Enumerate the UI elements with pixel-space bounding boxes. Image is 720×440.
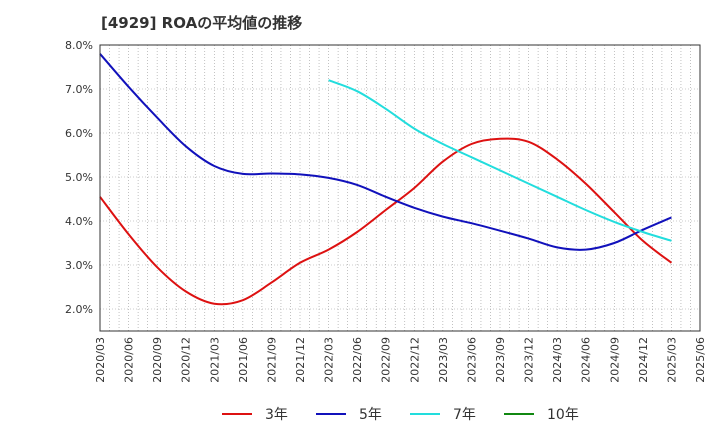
y-tick-label: 2.0% xyxy=(65,303,93,316)
x-axis-ticks: 2020/03 2020/06 2020/09 2020/12 2021/03 2021/… xyxy=(94,337,707,383)
x-tick-label: 2020/12 xyxy=(180,337,193,383)
x-tick-label: 2021/03 xyxy=(208,337,221,383)
x-tick-label: 2020/03 xyxy=(94,337,107,383)
x-tick-label: 2022/06 xyxy=(351,337,364,383)
legend-label: 7年 xyxy=(453,407,476,423)
x-tick-label: 2024/12 xyxy=(637,337,650,383)
x-tick-label: 2023/09 xyxy=(494,337,507,383)
x-tick-label: 2021/06 xyxy=(237,337,250,383)
y-tick-label: 8.0% xyxy=(65,39,93,52)
x-tick-label: 2022/09 xyxy=(380,337,393,383)
legend-label: 3年 xyxy=(265,407,288,423)
legend: 3年 5年 7年 10年 xyxy=(222,407,579,423)
legend-label: 5年 xyxy=(359,407,382,423)
x-tick-label: 2025/03 xyxy=(665,337,678,383)
x-tick-label: 2024/03 xyxy=(551,337,564,383)
x-tick-label: 2023/12 xyxy=(523,337,536,383)
y-tick-label: 6.0% xyxy=(65,127,93,140)
x-tick-label: 2022/03 xyxy=(323,337,336,383)
series-lines xyxy=(99,53,673,306)
y-tick-label: 4.0% xyxy=(65,215,93,228)
x-tick-label: 2023/06 xyxy=(465,337,478,383)
y-tick-label: 3.0% xyxy=(65,259,93,272)
plot-area-frame xyxy=(99,44,701,332)
y-tick-label: 7.0% xyxy=(65,83,93,96)
x-tick-label: 2021/09 xyxy=(265,337,278,383)
series-line-3年 xyxy=(99,137,673,306)
x-tick-label: 2024/09 xyxy=(608,337,621,383)
x-tick-label: 2020/06 xyxy=(123,337,136,383)
x-tick-label: 2020/09 xyxy=(151,337,164,383)
y-tick-label: 5.0% xyxy=(65,171,93,184)
series-line-5年 xyxy=(99,53,672,251)
x-tick-label: 2023/03 xyxy=(437,337,450,383)
x-tick-label: 2024/06 xyxy=(580,337,593,383)
chart-title: [4929] ROAの平均値の推移 xyxy=(101,14,303,32)
x-tick-label: 2022/12 xyxy=(408,337,421,383)
gridlines xyxy=(100,44,700,331)
series-line-7年 xyxy=(328,79,672,242)
legend-label: 10年 xyxy=(547,407,579,423)
x-tick-label: 2025/06 xyxy=(694,337,707,383)
y-axis-ticks: 2.0% 3.0% 4.0% 5.0% 6.0% 7.0% 8.0% xyxy=(65,39,93,316)
x-tick-label: 2021/12 xyxy=(294,337,307,383)
